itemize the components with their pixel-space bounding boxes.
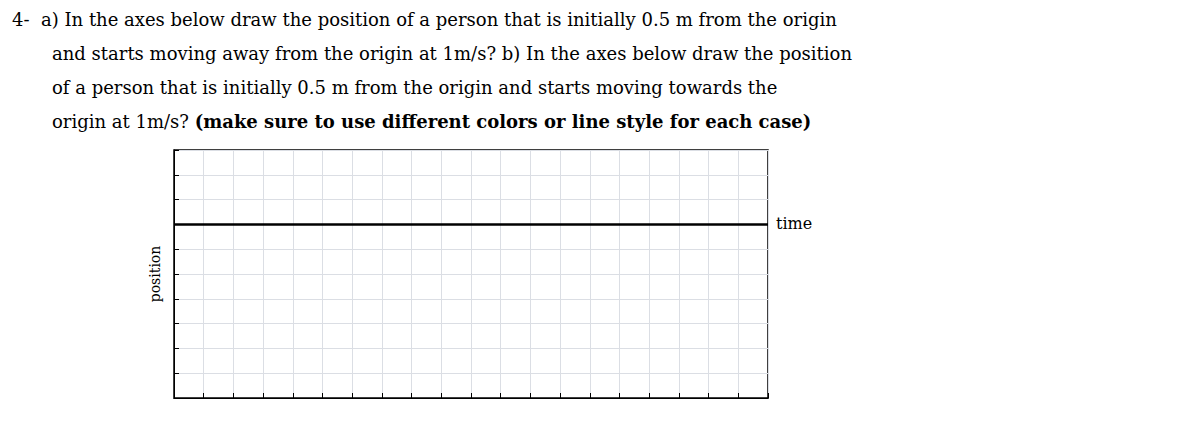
svg-text:(make sure to use different co: (make sure to use different colors or li… <box>195 111 812 132</box>
svg-text:origin at 1m/s?: origin at 1m/s? <box>52 111 195 132</box>
svg-text:4- a) In the axes below draw: 4- a) In the axes below draw the positio… <box>12 9 837 30</box>
svg-text:and starts moving away from th: and starts moving away from the origin a… <box>52 43 852 64</box>
svg-text:position: position <box>147 246 163 303</box>
svg-text:of a person that is initially: of a person that is initially 0.5 m from… <box>52 77 777 98</box>
svg-text:time: time <box>776 214 812 233</box>
